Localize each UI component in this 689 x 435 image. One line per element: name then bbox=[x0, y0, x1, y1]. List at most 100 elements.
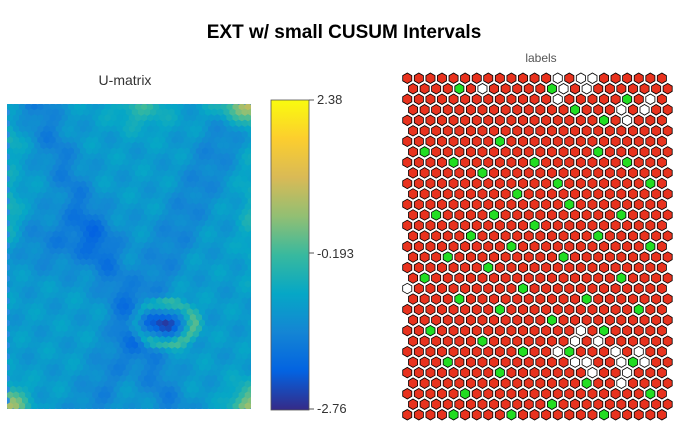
label-cell-majority bbox=[494, 240, 505, 253]
umatrix-cell bbox=[214, 169, 221, 178]
label-cell-majority bbox=[651, 272, 662, 284]
umatrix-cell bbox=[195, 269, 203, 277]
umatrix-cell bbox=[12, 402, 20, 409]
umatrix-cell bbox=[223, 208, 230, 216]
umatrix-cell bbox=[49, 369, 56, 377]
umatrix-cell bbox=[141, 369, 148, 377]
umatrix-cell bbox=[61, 191, 69, 200]
umatrix-cell bbox=[22, 230, 29, 239]
label-cell-majority bbox=[616, 167, 627, 179]
umatrix-cell bbox=[125, 319, 133, 327]
umatrix-cell bbox=[110, 335, 117, 344]
umatrix-cell bbox=[12, 291, 20, 300]
umatrix-cell bbox=[31, 391, 38, 399]
umatrix-cell bbox=[159, 202, 166, 211]
umatrix-cell bbox=[64, 252, 72, 261]
umatrix-cell bbox=[40, 152, 47, 161]
umatrix-cell bbox=[147, 104, 154, 111]
umatrix-cell bbox=[186, 141, 194, 150]
umatrix-cell bbox=[128, 347, 136, 355]
umatrix-cell bbox=[101, 374, 108, 383]
umatrix-cell bbox=[214, 302, 221, 311]
umatrix-cell bbox=[168, 319, 175, 327]
label-cell-majority bbox=[645, 282, 656, 295]
umatrix-cell bbox=[235, 374, 243, 383]
label-cell-majority bbox=[645, 409, 656, 421]
umatrix-cell bbox=[217, 130, 224, 139]
label-cell-majority bbox=[541, 409, 552, 421]
label-cell-majority bbox=[558, 125, 569, 137]
label-cell-minority bbox=[599, 114, 609, 127]
umatrix-cell bbox=[101, 341, 108, 349]
label-cell-majority bbox=[662, 188, 673, 200]
umatrix-cell bbox=[168, 385, 175, 394]
label-cell-majority bbox=[558, 104, 569, 116]
umatrix-cell bbox=[189, 313, 197, 322]
umatrix-cell bbox=[28, 197, 35, 205]
umatrix-cell bbox=[46, 363, 53, 372]
umatrix-cell bbox=[195, 225, 203, 233]
umatrix-cell bbox=[80, 258, 87, 266]
label-cell-majority bbox=[604, 209, 615, 221]
umatrix-cell bbox=[177, 302, 185, 311]
label-cell-majority bbox=[599, 93, 609, 105]
umatrix-cell bbox=[229, 341, 236, 349]
umatrix-cell bbox=[244, 180, 251, 189]
label-cell-minority bbox=[448, 156, 459, 169]
label-cell-majority bbox=[494, 72, 505, 84]
umatrix-cell bbox=[165, 335, 172, 344]
label-cell-majority bbox=[518, 72, 528, 84]
umatrix-cell bbox=[52, 363, 60, 372]
umatrix-cell bbox=[168, 396, 175, 405]
label-cell-majority bbox=[587, 324, 598, 337]
umatrix-cell bbox=[70, 241, 78, 250]
umatrix-cell bbox=[156, 186, 163, 194]
umatrix-cell bbox=[61, 225, 69, 233]
umatrix-cell bbox=[52, 385, 60, 394]
umatrix-cell bbox=[162, 330, 169, 338]
label-cell-majority bbox=[512, 293, 523, 305]
umatrix-cell bbox=[101, 164, 108, 172]
umatrix-cell bbox=[64, 286, 72, 294]
umatrix-cell bbox=[55, 114, 63, 122]
umatrix-cell bbox=[174, 252, 182, 261]
umatrix-cell bbox=[153, 114, 160, 122]
umatrix-cell bbox=[70, 175, 78, 183]
label-cell-majority bbox=[645, 303, 656, 316]
umatrix-cell bbox=[208, 324, 215, 333]
umatrix-cell bbox=[67, 358, 75, 366]
umatrix-cell bbox=[128, 236, 136, 244]
umatrix-cell bbox=[76, 374, 84, 383]
umatrix-cell bbox=[122, 347, 130, 355]
label-cell-majority bbox=[604, 398, 615, 410]
umatrix-cell bbox=[52, 119, 60, 128]
umatrix-cell bbox=[113, 119, 121, 128]
umatrix-cell bbox=[141, 324, 148, 333]
umatrix-cell bbox=[150, 352, 157, 361]
umatrix-cell bbox=[171, 291, 178, 300]
umatrix-cell bbox=[235, 164, 243, 172]
umatrix-cell bbox=[153, 369, 160, 377]
umatrix-cell bbox=[43, 158, 50, 166]
umatrix-cell bbox=[223, 330, 230, 338]
umatrix-cell bbox=[238, 180, 246, 189]
umatrix-cell bbox=[195, 236, 203, 244]
umatrix-cell bbox=[86, 347, 93, 355]
umatrix-cell bbox=[22, 297, 29, 305]
umatrix-cell bbox=[86, 380, 93, 388]
label-cell-majority bbox=[483, 366, 494, 379]
umatrix-cell bbox=[9, 286, 17, 294]
umatrix-cell bbox=[9, 152, 17, 161]
umatrix-cell bbox=[73, 258, 81, 266]
umatrix-cell bbox=[180, 363, 188, 372]
umatrix-cell bbox=[137, 241, 145, 250]
label-cell-majority bbox=[575, 156, 586, 169]
label-cell-majority bbox=[628, 104, 638, 116]
umatrix-cell bbox=[19, 291, 26, 300]
umatrix-cell bbox=[83, 119, 90, 128]
umatrix-cell bbox=[89, 385, 96, 394]
label-cell-majority bbox=[547, 272, 557, 284]
umatrix-cell bbox=[183, 347, 191, 355]
umatrix-cell bbox=[92, 280, 99, 288]
umatrix-cell bbox=[73, 402, 81, 409]
